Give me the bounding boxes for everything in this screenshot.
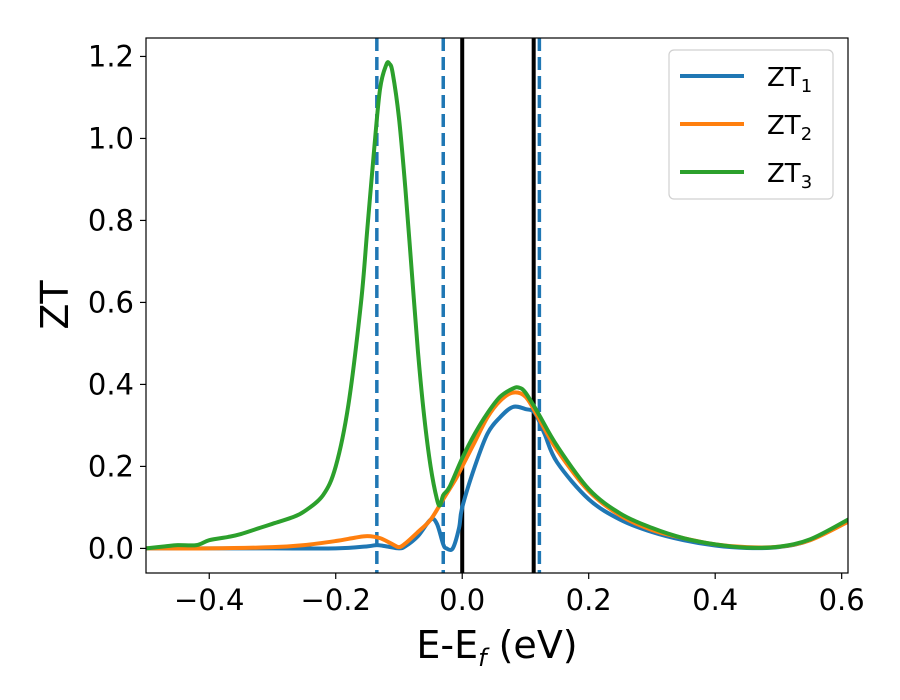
legend-item-zt3: ZT3 xyxy=(680,159,812,193)
legend-label-zt3: ZT3 xyxy=(767,159,812,193)
legend: ZT1 ZT2 ZT3 xyxy=(668,49,834,200)
y-axis-label: ZT xyxy=(33,280,77,330)
x-tick-label: −0.2 xyxy=(301,583,371,617)
y-tick-label: 1.0 xyxy=(88,121,134,155)
series-lines xyxy=(146,60,848,553)
x-axis-label: E-Ef (eV) xyxy=(416,623,577,672)
x-axis-label-unit: (eV) xyxy=(487,623,578,667)
x-axis-label-main: E-E xyxy=(416,623,478,667)
y-tick-label: 0.0 xyxy=(88,531,134,565)
legend-box xyxy=(668,49,834,200)
legend-label-zt3-sub: 3 xyxy=(801,172,812,193)
y-tick-label: 1.2 xyxy=(88,39,134,73)
y-tick-label: 0.6 xyxy=(88,285,134,319)
legend-label-zt1-main: ZT xyxy=(767,63,801,93)
legend-label-zt1: ZT1 xyxy=(767,63,812,97)
legend-label-zt2-main: ZT xyxy=(767,111,801,141)
legend-item-zt2: ZT2 xyxy=(680,111,812,145)
y-tick-label: 0.8 xyxy=(88,203,134,237)
x-tick-label: 0.0 xyxy=(439,583,485,617)
legend-label-zt2: ZT2 xyxy=(767,111,812,145)
x-axis-ticks: −0.4 −0.2 0.0 0.2 0.4 0.6 xyxy=(174,573,865,617)
plot-frame xyxy=(145,37,849,574)
legend-item-zt1: ZT1 xyxy=(680,63,812,97)
y-tick-label: 0.4 xyxy=(88,367,134,401)
y-tick-label: 0.2 xyxy=(88,449,134,483)
legend-label-zt1-sub: 1 xyxy=(801,76,812,97)
series-line-zt3 xyxy=(146,60,848,551)
y-axis-ticks: 0.0 0.2 0.4 0.6 0.8 1.0 1.2 xyxy=(88,39,146,565)
x-tick-label: 0.6 xyxy=(819,583,865,617)
x-tick-label: 0.4 xyxy=(692,583,738,617)
reference-lines xyxy=(375,38,542,573)
legend-label-zt2-sub: 2 xyxy=(801,124,812,145)
x-tick-label: −0.4 xyxy=(174,583,244,617)
x-tick-label: 0.2 xyxy=(566,583,612,617)
legend-label-zt3-main: ZT xyxy=(767,159,801,189)
